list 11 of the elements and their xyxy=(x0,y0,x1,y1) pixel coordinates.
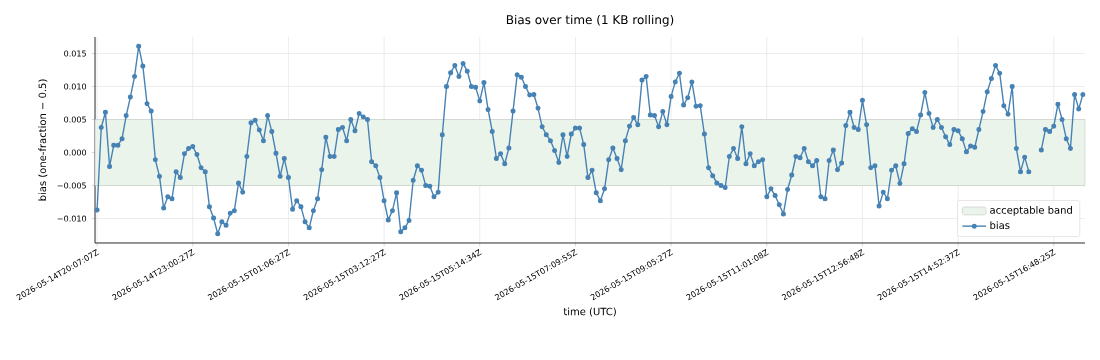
x-axis-title: time (UTC) xyxy=(563,307,616,317)
y-tick-label: 0.005 xyxy=(64,116,86,123)
legend-label: bias xyxy=(990,221,1010,230)
y-tick-label: 0.010 xyxy=(64,83,87,90)
legend-label: acceptable band xyxy=(990,206,1072,216)
y-tick-label: 0.015 xyxy=(64,50,86,57)
y-tick-label: −0.010 xyxy=(57,215,87,222)
y-tick-label: −0.005 xyxy=(57,182,86,189)
y-axis-title: bias (one-fraction − 0.5) xyxy=(38,79,48,201)
chart-title: Bias over time (1 KB rolling) xyxy=(506,14,674,27)
y-tick-label: 0.000 xyxy=(64,149,87,156)
